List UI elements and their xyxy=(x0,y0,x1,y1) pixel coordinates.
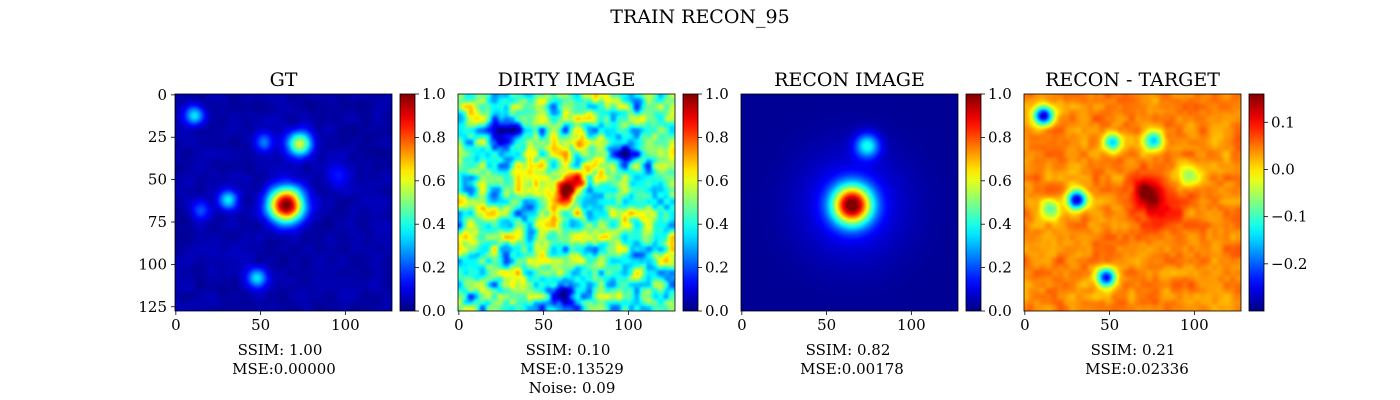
colorbar xyxy=(965,93,982,312)
colorbar-tick-label: 1.0 xyxy=(988,85,1012,103)
colorbar-tick-label: 0.2 xyxy=(705,259,729,277)
colorbar-tick-label: 0.8 xyxy=(705,128,729,146)
x-tick-label: 0 xyxy=(1020,316,1030,334)
colorbar-tick-label: 0.4 xyxy=(705,215,729,233)
figure-title: TRAIN RECON_95 xyxy=(610,6,789,28)
y-tick-label: 100 xyxy=(138,255,167,273)
colorbar-tick-label: 0.1 xyxy=(1271,113,1295,131)
colorbar-tick-label: 0.0 xyxy=(988,302,1012,320)
x-tick-label: 100 xyxy=(614,316,643,334)
colorbar-tick-label: 1.0 xyxy=(705,85,729,103)
caption-line: MSE:0.00178 xyxy=(800,360,904,378)
colorbar-tick-label: 0.4 xyxy=(988,215,1012,233)
caption-line: SSIM: 1.00 xyxy=(238,341,323,359)
panel-3: RECON IMAGE 0 50 100 0.0 0.2 0.4 0.6 0.8 1.0 SSIM:… xyxy=(737,69,1012,378)
x-tick-label: 100 xyxy=(1180,316,1209,334)
axes-frame xyxy=(174,93,393,312)
colorbar-tick-label: 0.0 xyxy=(422,302,446,320)
x-tick-label: 100 xyxy=(331,316,360,334)
x-tick-label: 50 xyxy=(1100,316,1119,334)
panel-4: RECON - TARGET 0 50 100 −0.2 −0.1 0.0 0.1 SSIM: … xyxy=(1020,69,1307,378)
caption-line: SSIM: 0.21 xyxy=(1091,341,1176,359)
colorbar xyxy=(399,93,416,312)
x-tick-label: 50 xyxy=(534,316,553,334)
heatmap-image xyxy=(741,94,958,311)
caption-line: MSE:0.02336 xyxy=(1085,360,1189,378)
caption-line: Noise: 0.09 xyxy=(529,379,616,397)
y-tick-label: 125 xyxy=(138,298,167,316)
colorbar-tick-label: 0.6 xyxy=(422,172,446,190)
y-tick-label: 0 xyxy=(157,86,167,104)
y-tick-label: 25 xyxy=(148,128,167,146)
caption-line: SSIM: 0.10 xyxy=(526,341,611,359)
colorbar-tick-label: 0.6 xyxy=(705,172,729,190)
y-tick-label: 75 xyxy=(148,213,167,231)
axes-frame xyxy=(1023,93,1242,312)
colorbar-tick-label: 0.0 xyxy=(1271,160,1295,178)
colorbar-tick-label: 0.4 xyxy=(422,215,446,233)
x-tick-label: 0 xyxy=(454,316,464,334)
colorbar-tick-label: 0.6 xyxy=(988,172,1012,190)
caption-line: MSE:0.00000 xyxy=(232,360,336,378)
panel-2: DIRTY IMAGE 0 50 100 0.0 0.2 0.4 0.6 0.8 1.0 SSIM:… xyxy=(454,69,729,397)
panel-title: RECON - TARGET xyxy=(1045,69,1220,91)
x-tick-label: 50 xyxy=(817,316,836,334)
x-tick-label: 0 xyxy=(171,316,181,334)
y-tick-label: 50 xyxy=(148,171,167,189)
axes-frame xyxy=(740,93,959,312)
heatmap-image xyxy=(1024,94,1241,311)
colorbar-tick-label: 0.2 xyxy=(988,259,1012,277)
colorbar-tick-label: 0.2 xyxy=(422,259,446,277)
colorbar xyxy=(682,93,699,312)
panel-title: RECON IMAGE xyxy=(774,69,925,91)
heatmap-image xyxy=(458,94,675,311)
panel-1: GT 0 50 100 0 25 50 75 100 125 0.0 0.2 0.4 0.6 0.8 1.0 S… xyxy=(138,69,446,378)
colorbar xyxy=(1248,93,1265,312)
x-tick-label: 0 xyxy=(737,316,747,334)
caption-line: MSE:0.13529 xyxy=(520,360,624,378)
panel-title: GT xyxy=(270,69,298,91)
colorbar-tick-label: −0.1 xyxy=(1271,208,1307,226)
panel-title: DIRTY IMAGE xyxy=(498,69,636,91)
colorbar-tick-label: −0.2 xyxy=(1271,255,1307,273)
colorbar-tick-label: 0.0 xyxy=(705,302,729,320)
colorbar-tick-label: 1.0 xyxy=(422,85,446,103)
x-tick-label: 50 xyxy=(251,316,270,334)
colorbar-tick-label: 0.8 xyxy=(422,128,446,146)
axes-frame xyxy=(457,93,676,312)
colorbar-tick-label: 0.8 xyxy=(988,128,1012,146)
caption-line: SSIM: 0.82 xyxy=(806,341,891,359)
heatmap-image xyxy=(175,94,392,311)
x-tick-label: 100 xyxy=(897,316,926,334)
